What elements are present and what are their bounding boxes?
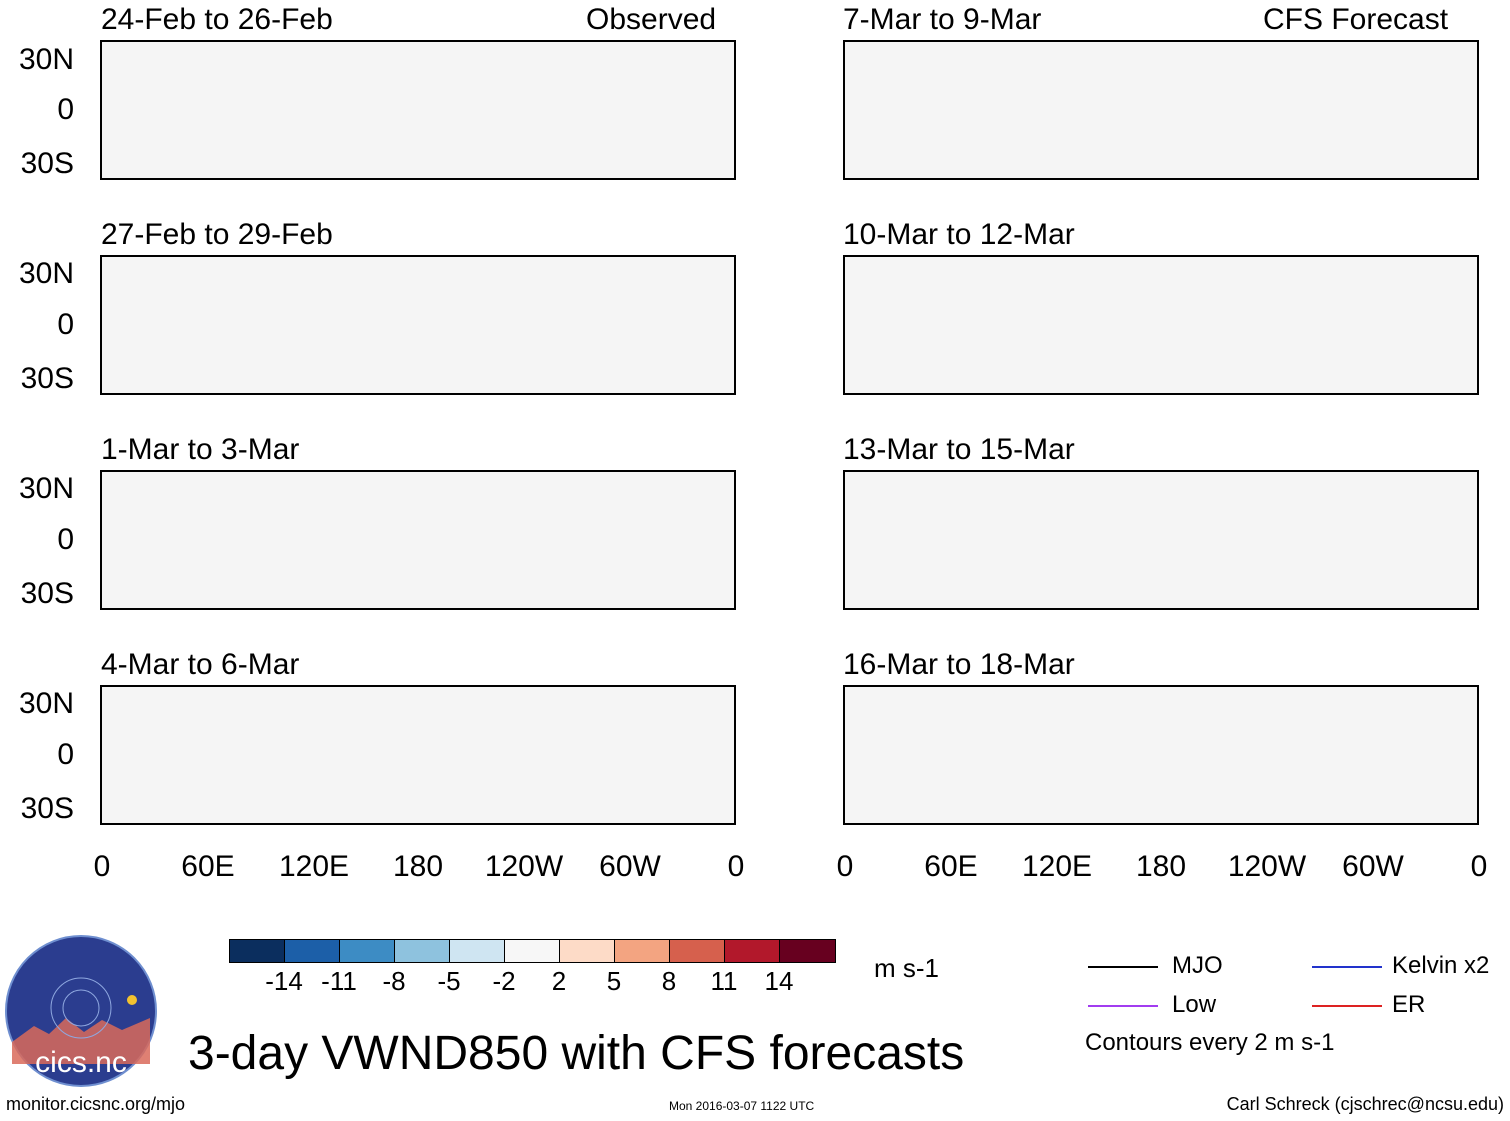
lon-label-120e: 120E	[1021, 850, 1093, 883]
lon-label-120w: 120W	[484, 850, 564, 883]
panel-title-2: 27-Feb to 29-Feb	[101, 218, 333, 251]
colorbar	[229, 939, 836, 963]
lat-label-0: 0	[57, 523, 74, 556]
panel-title-6: 10-Mar to 12-Mar	[843, 218, 1075, 251]
colorbar-label: 2	[551, 966, 567, 996]
colorbar-label: -14	[265, 966, 303, 996]
logo-brand-text: cics.nc	[35, 1046, 127, 1079]
map-panel-1mar	[100, 470, 736, 610]
panel-title-5: 7-Mar to 9-Mar	[843, 3, 1042, 36]
panel-title-7: 13-Mar to 15-Mar	[843, 433, 1075, 466]
footer-timestamp: Mon 2016-03-07 1122 UTC	[669, 1099, 815, 1113]
lon-label-180: 180	[392, 850, 444, 883]
colorbar-swatch	[780, 940, 835, 962]
colorbar-swatch	[725, 940, 780, 962]
map-panel-13mar	[843, 470, 1479, 610]
lon-label-60w: 60W	[1342, 850, 1404, 883]
observed-label: Observed	[586, 3, 717, 36]
cics-globe-icon: cics.nc	[5, 935, 157, 1087]
colorbar-label: 14	[764, 966, 794, 996]
map-panel-27feb	[100, 255, 736, 395]
panel-title-8: 16-Mar to 18-Mar	[843, 648, 1075, 681]
panel-title-4: 4-Mar to 6-Mar	[101, 648, 300, 681]
footer-author: Carl Schreck (cjschrec@ncsu.edu)	[1226, 1094, 1504, 1114]
lat-label-30n: 30N	[18, 472, 74, 505]
lon-label-0: 0	[93, 850, 111, 883]
cics-logo: cics.nc	[4, 934, 158, 1088]
colorbar-swatch	[285, 940, 340, 962]
legend-low-line	[1088, 1005, 1158, 1007]
legend-kelvin-line	[1312, 966, 1382, 968]
colorbar-swatch	[670, 940, 725, 962]
legend-er-label: ER	[1392, 991, 1426, 1018]
lon-label-0: 0	[836, 850, 854, 883]
colorbar-label: -8	[382, 966, 406, 996]
panel-title-1: 24-Feb to 26-Feb	[101, 3, 333, 36]
forecast-label: CFS Forecast	[1263, 3, 1449, 36]
lat-label-0: 0	[57, 738, 74, 771]
map-panel-10mar	[843, 255, 1479, 395]
lat-label-30n: 30N	[18, 257, 74, 290]
colorbar-units: m s-1	[874, 953, 939, 983]
colorbar-swatch	[230, 940, 285, 962]
map-panel-7mar	[843, 40, 1479, 180]
colorbar-swatch	[560, 940, 615, 962]
colorbar-swatch	[505, 940, 560, 962]
colorbar-swatch	[395, 940, 450, 962]
colorbar-label: -11	[321, 966, 357, 996]
lon-label-120w: 120W	[1227, 850, 1307, 883]
colorbar-swatch	[450, 940, 505, 962]
lon-label-120e: 120E	[278, 850, 350, 883]
lat-label-0: 0	[57, 308, 74, 341]
lat-label-30n: 30N	[18, 687, 74, 720]
lat-label-30s: 30S	[20, 362, 74, 395]
colorbar-swatch	[615, 940, 670, 962]
legend-contour-note: Contours every 2 m s-1	[1085, 1029, 1335, 1056]
legend-low-label: Low	[1172, 991, 1217, 1018]
lat-label-30s: 30S	[20, 577, 74, 610]
lat-label-30n: 30N	[18, 43, 74, 76]
lat-label-0: 0	[57, 93, 74, 126]
lon-label-0-end: 0	[727, 850, 745, 883]
legend-er-line	[1312, 1005, 1382, 1007]
lon-label-180: 180	[1135, 850, 1187, 883]
map-panel-4mar	[100, 685, 736, 825]
lon-label-60e: 60E	[181, 850, 235, 883]
colorbar-swatch	[340, 940, 395, 962]
colorbar-label: 11	[710, 966, 738, 996]
map-panel-16mar	[843, 685, 1479, 825]
lon-label-60w: 60W	[599, 850, 661, 883]
colorbar-label: -5	[437, 966, 461, 996]
colorbar-label: 8	[661, 966, 677, 996]
lon-label-0-end: 0	[1470, 850, 1488, 883]
legend-kelvin-label: Kelvin x2	[1392, 952, 1490, 979]
colorbar-label: -2	[492, 966, 516, 996]
map-panel-24feb	[100, 40, 736, 180]
lat-label-30s: 30S	[20, 147, 74, 180]
legend-mjo-line	[1088, 966, 1158, 968]
legend-mjo-label: MJO	[1172, 952, 1223, 979]
main-title: 3-day VWND850 with CFS forecasts	[188, 1027, 965, 1080]
lon-label-60e: 60E	[924, 850, 978, 883]
colorbar-label: 5	[606, 966, 622, 996]
footer-url[interactable]: monitor.cicsnc.org/mjo	[6, 1094, 186, 1114]
panel-title-3: 1-Mar to 3-Mar	[101, 433, 300, 466]
lat-label-30s: 30S	[20, 792, 74, 825]
